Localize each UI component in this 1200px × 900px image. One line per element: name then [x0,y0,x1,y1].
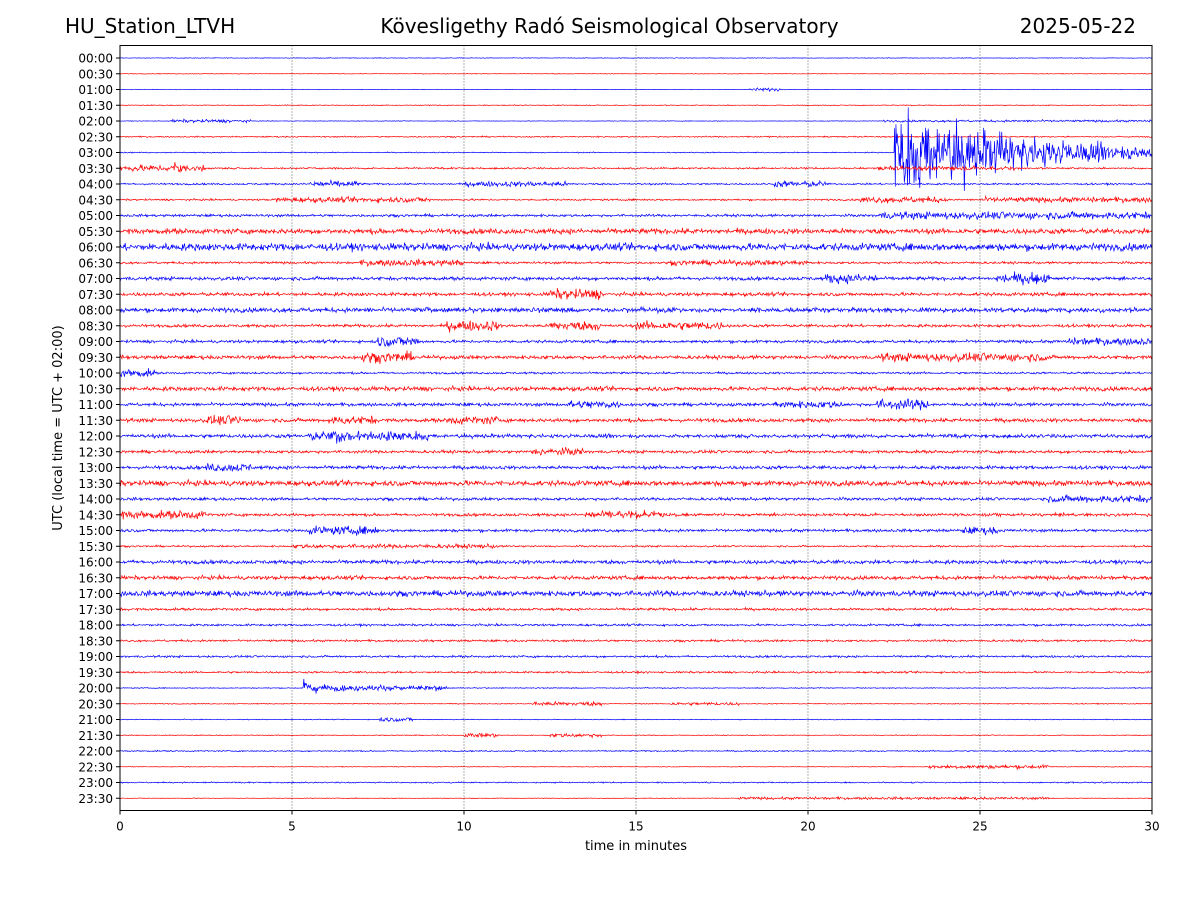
trace-1400 [119,494,1153,504]
x-tick-label: 25 [972,820,987,834]
y-tick-label: 20:00 [78,682,113,696]
y-tick-label: 07:30 [78,288,113,302]
y-tick-label: 11:30 [78,414,113,428]
y-tick-label: 13:00 [78,461,113,475]
trace-1300 [119,463,1153,473]
trace-1500 [119,525,1153,536]
y-tick-label: 21:30 [78,729,113,743]
x-axis: 0 5 10 15 20 25 30 [116,810,1160,834]
x-tick-label: 15 [628,820,643,834]
y-tick-label: 00:00 [78,52,113,66]
y-tick-label: 11:00 [78,398,113,412]
traces-group [119,57,1153,801]
y-tick-label: 02:30 [78,130,113,144]
x-tick-label: 0 [116,820,124,834]
y-tick-label: 05:30 [78,225,113,239]
station-title: HU_Station_LTVH [65,14,236,38]
y-tick-label: 01:30 [78,99,113,113]
y-axis-label: UTC (local time = UTC + 02:00) [51,325,66,530]
y-tick-label: 15:30 [78,540,113,554]
x-tick-label: 5 [288,820,296,834]
trace-1100 [119,398,1153,411]
trace-1000 [119,368,1153,378]
trace-2130 [119,732,1153,739]
y-tick-label: 14:30 [78,508,113,522]
trace-0300 [119,107,1153,191]
y-tick-label: 18:00 [78,619,113,633]
trace-1930 [119,670,1153,675]
y-tick-label: 14:00 [78,493,113,507]
y-tick-label: 23:00 [78,776,113,790]
y-tick-label: 00:30 [78,67,113,81]
y-tick-label: 15:00 [78,524,113,538]
y-tick-label: 09:00 [78,335,113,349]
y-tick-label: 23:30 [78,792,113,806]
y-tick-label: 17:30 [78,603,113,617]
trace-1630 [119,573,1153,582]
trace-1530 [119,542,1153,551]
x-axis-label: time in minutes [585,839,687,854]
trace-0330 [119,162,1153,174]
trace-2300 [119,781,1153,784]
y-tick-label: 05:00 [78,209,113,223]
trace-0130 [119,104,1153,107]
trace-0600 [119,241,1153,253]
y-tick-label: 08:30 [78,319,113,333]
y-tick-label: 22:00 [78,745,113,759]
y-tick-label: 12:00 [78,430,113,444]
trace-2330 [119,795,1153,801]
trace-0500 [119,210,1153,221]
y-tick-label: 20:30 [78,697,113,711]
y-tick-label: 17:00 [78,587,113,601]
y-tick-label: 21:00 [78,713,113,727]
y-tick-label: 10:30 [78,382,113,396]
y-tick-label: 04:30 [78,193,113,207]
y-tick-label: 12:30 [78,445,113,459]
y-tick-label: 16:00 [78,556,113,570]
x-tick-label: 10 [456,820,471,834]
y-tick-label: 22:30 [78,760,113,774]
y-tick-label: 19:00 [78,650,113,664]
x-tick-label: 30 [1144,820,1159,834]
observatory-title: Kövesligethy Radó Seismological Observat… [380,14,839,38]
y-tick-label: 08:00 [78,304,113,318]
trace-2030 [119,700,1153,708]
trace-1430 [119,509,1153,520]
y-tick-label: 01:00 [78,83,113,97]
x-tick-label: 20 [800,820,815,834]
grid-group [291,45,981,811]
y-tick-label: 02:00 [78,115,113,129]
trace-1830 [119,638,1153,643]
y-tick-label: 06:30 [78,256,113,270]
trace-0900 [119,336,1153,348]
y-tick-label: 04:00 [78,178,113,192]
trace-1900 [119,654,1153,659]
y-tick-label: 16:30 [78,571,113,585]
y-tick-label: 06:00 [78,241,113,255]
date-title: 2025-05-22 [1019,14,1136,38]
y-tick-label: 13:30 [78,477,113,491]
trace-0100 [119,87,1153,93]
trace-0730 [119,287,1153,301]
y-tick-label: 10:00 [78,367,113,381]
y-tick-label: 03:00 [78,146,113,160]
y-tick-label: 07:00 [78,272,113,286]
trace-0030 [119,72,1153,75]
y-tick-label: 18:30 [78,634,113,648]
trace-2100 [119,716,1153,723]
y-tick-label: 03:30 [78,162,113,176]
y-tick-label: 19:30 [78,666,113,680]
trace-1700 [119,588,1153,599]
y-tick-label: 09:30 [78,351,113,365]
